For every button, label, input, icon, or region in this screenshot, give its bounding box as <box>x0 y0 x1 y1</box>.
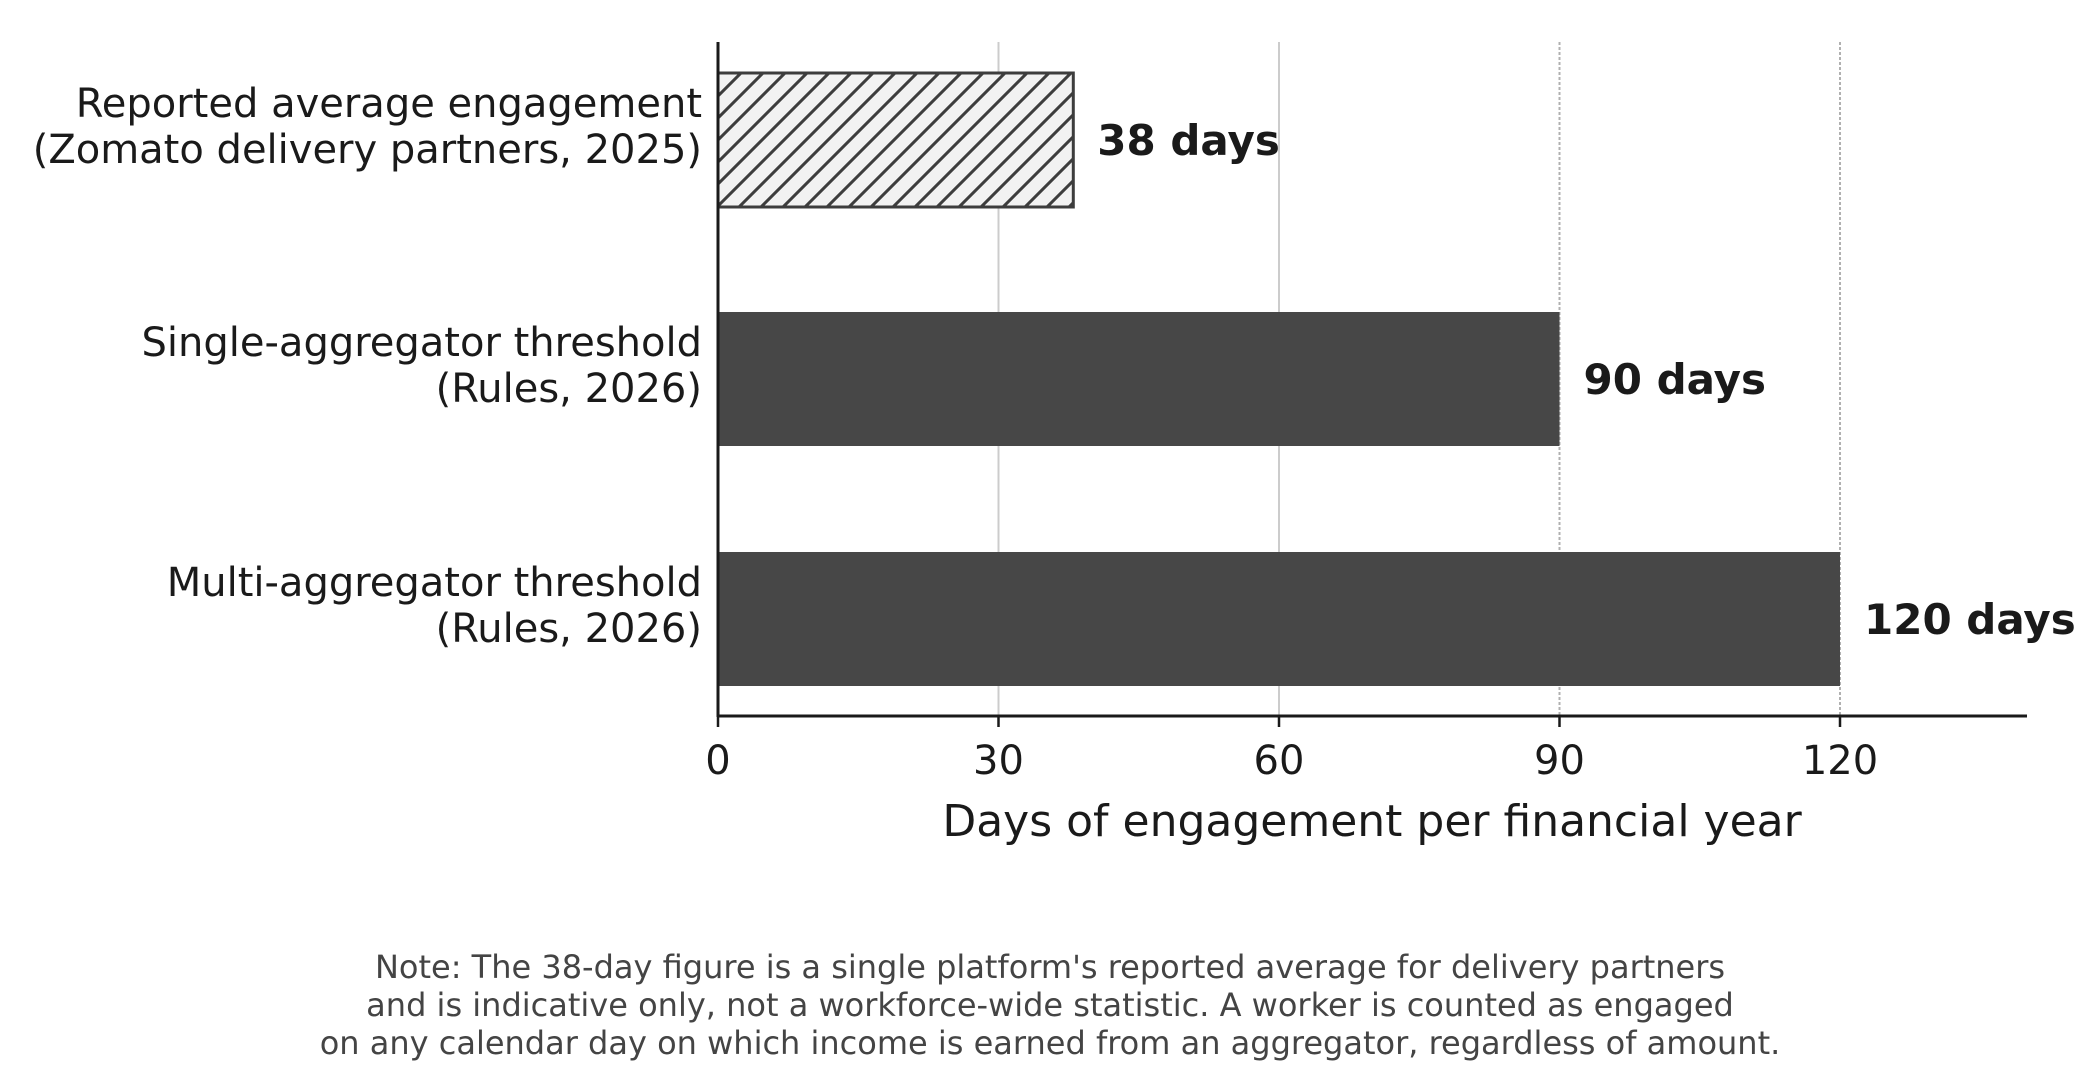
x-tick-label-60: 60 <box>1254 738 1305 784</box>
x-tick-label-30: 30 <box>973 738 1024 784</box>
note-line-2: on any calendar day on which income is e… <box>320 1024 1781 1062</box>
bar-2 <box>718 552 1840 686</box>
category-label-1: Single-aggregator threshold (Rules, 2026) <box>142 320 702 412</box>
category-label-1-line-0: Single-aggregator threshold <box>142 320 702 366</box>
bar-0 <box>716 71 1075 209</box>
value-label-2: 120 days <box>1864 595 2076 644</box>
x-tick-label-0: 0 <box>705 738 730 784</box>
bar-1 <box>718 312 1560 446</box>
x-tick-label-90: 90 <box>1534 738 1585 784</box>
value-label-1: 90 days <box>1584 355 1767 404</box>
category-label-2-line-0: Multi-aggregator threshold <box>167 560 702 606</box>
note-line-1: and is indicative only, not a workforce-… <box>366 986 1734 1024</box>
category-label-0: Reported average engagement (Zomato deliv… <box>33 81 702 173</box>
note-line-0: Note: The 38-day figure is a single plat… <box>375 948 1725 986</box>
footnote: Note: The 38-day figure is a single plat… <box>320 948 1781 1062</box>
x-tick-label-120: 120 <box>1802 738 1878 784</box>
x-axis-title: Days of engagement per financial year <box>942 796 1802 847</box>
bars <box>716 71 1840 686</box>
labels: 38 days Reported average engagement (Zomat… <box>33 81 2076 652</box>
category-label-2-line-1: (Rules, 2026) <box>436 606 702 652</box>
category-label-0-line-0: Reported average engagement <box>76 81 702 127</box>
category-label-0-line-1: (Zomato delivery partners, 2025) <box>33 127 702 173</box>
value-label-0: 38 days <box>1097 116 1280 165</box>
axes: 0 30 60 90 120 <box>705 42 2027 784</box>
category-label-1-line-1: (Rules, 2026) <box>436 366 702 412</box>
category-label-2: Multi-aggregator threshold (Rules, 2026) <box>167 560 702 652</box>
